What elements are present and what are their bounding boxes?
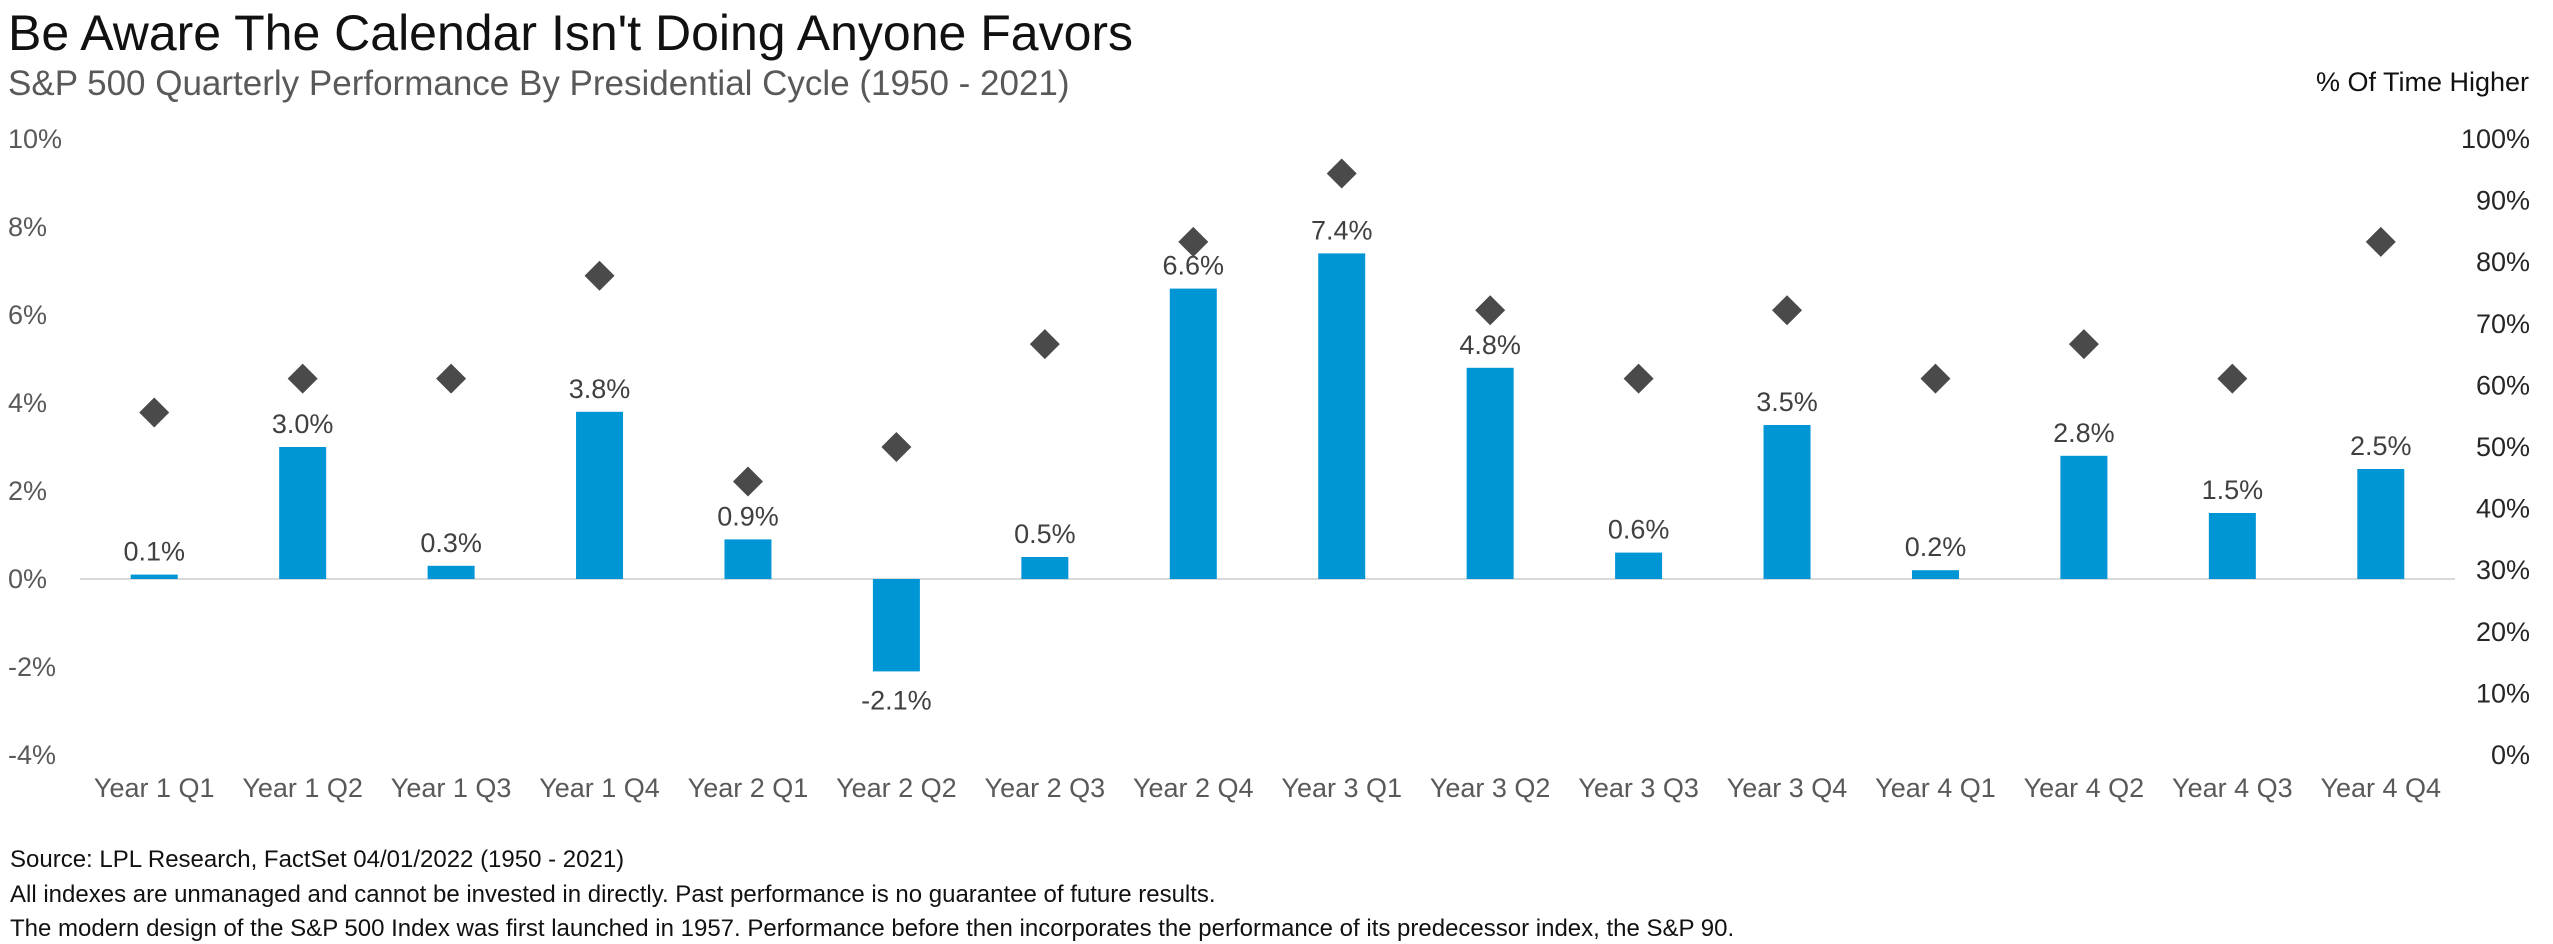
x-axis-tick-label: Year 1 Q3 xyxy=(391,773,512,803)
bar xyxy=(1763,425,1811,579)
bar xyxy=(2357,469,2405,579)
right-axis-tick-label: 40% xyxy=(2476,494,2530,524)
left-axis-tick-label: 0% xyxy=(8,564,47,594)
diamond-marker xyxy=(2068,329,2099,360)
diamond-marker xyxy=(436,363,467,394)
x-axis-tick-label: Year 1 Q2 xyxy=(242,773,363,803)
diamond-marker xyxy=(584,260,615,291)
bar-data-label: 3.5% xyxy=(1756,387,1818,417)
footer-disclaimer: All indexes are unmanaged and cannot be … xyxy=(10,881,1216,908)
left-axis-tick-label: -2% xyxy=(8,652,56,682)
bar-data-label: 0.3% xyxy=(420,528,482,558)
footer-source: Source: LPL Research, FactSet 04/01/2022… xyxy=(10,846,625,873)
bar xyxy=(872,579,920,672)
chart-subtitle: S&P 500 Quarterly Performance By Preside… xyxy=(8,64,1070,103)
left-axis-tick-label: 8% xyxy=(8,212,47,242)
bar xyxy=(1615,552,1663,579)
x-axis-tick-label: Year 2 Q4 xyxy=(1133,773,1254,803)
bar xyxy=(2208,513,2256,579)
bar xyxy=(2060,455,2108,579)
bar-data-label: 3.0% xyxy=(272,409,334,439)
x-axis-tick-label: Year 3 Q3 xyxy=(1578,773,1699,803)
right-axis-tick-label: 80% xyxy=(2476,247,2530,277)
x-axis-tick-label: Year 2 Q3 xyxy=(985,773,1106,803)
right-axis-tick-label: 90% xyxy=(2476,186,2530,216)
left-axis-tick-label: 10% xyxy=(8,124,62,154)
bar-data-label: 0.1% xyxy=(123,537,185,567)
diamond-marker xyxy=(1475,295,1506,326)
diamond-marker xyxy=(1326,158,1357,189)
bar xyxy=(1169,288,1217,579)
diamond-marker xyxy=(1623,363,1654,394)
bar xyxy=(130,574,178,579)
diamond-marker xyxy=(139,397,170,428)
right-axis-tick-label: 30% xyxy=(2476,555,2530,585)
bar-data-label: -2.1% xyxy=(861,685,932,715)
right-axis-tick-label: 20% xyxy=(2476,617,2530,647)
bar xyxy=(1466,367,1514,579)
footer-note: The modern design of the S&P 500 Index w… xyxy=(10,915,1735,942)
bar xyxy=(427,565,475,579)
x-axis-tick-label: Year 1 Q4 xyxy=(539,773,660,803)
x-axis-tick-label: Year 2 Q2 xyxy=(836,773,957,803)
right-axis-tick-label: 10% xyxy=(2476,678,2530,708)
diamond-marker xyxy=(2217,363,2248,394)
chart-plot: -4% -2% 0% 2% 4% 6% 8% 10% 0% 10% 20% 30% 40% 50% 60% 7… xyxy=(8,124,2530,803)
x-axis-tick-label: Year 1 Q1 xyxy=(94,773,215,803)
x-axis-tick-label: Year 3 Q4 xyxy=(1727,773,1848,803)
left-axis-tick-label: -4% xyxy=(8,740,56,770)
bar-data-label: 2.8% xyxy=(2053,418,2115,448)
diamond-marker xyxy=(2365,226,2396,257)
chart-title: Be Aware The Calendar Isn't Doing Anyone… xyxy=(8,5,1134,61)
right-axis-tick-label: 70% xyxy=(2476,309,2530,339)
bar-data-label: 0.9% xyxy=(717,501,779,531)
bar xyxy=(1021,557,1069,579)
left-axis-tick-label: 2% xyxy=(8,476,47,506)
bar-data-label: 0.5% xyxy=(1014,519,1076,549)
x-axis-tick-label: Year 2 Q1 xyxy=(688,773,809,803)
diamond-marker xyxy=(1772,295,1803,326)
left-axis-tick-label: 6% xyxy=(8,300,47,330)
x-axis-tick-label: Year 4 Q3 xyxy=(2172,773,2293,803)
x-axis-tick-label: Year 4 Q1 xyxy=(1875,773,1996,803)
right-axis-tick-label: 50% xyxy=(2476,432,2530,462)
diamond-marker xyxy=(881,432,912,462)
bar-data-label: 3.8% xyxy=(569,374,631,404)
x-axis-tick-label: Year 4 Q2 xyxy=(2024,773,2145,803)
diamond-marker xyxy=(287,363,318,394)
x-axis-tick-label: Year 4 Q4 xyxy=(2320,773,2441,803)
bar-data-label: 1.5% xyxy=(2202,475,2264,505)
diamond-marker xyxy=(1178,226,1209,257)
left-axis-tick-label: 4% xyxy=(8,388,47,418)
bar-data-label: 0.2% xyxy=(1905,532,1967,562)
diamond-marker xyxy=(1920,363,1951,394)
bar xyxy=(576,411,624,579)
right-axis-tick-label: 0% xyxy=(2491,740,2530,770)
bar-data-label: 7.4% xyxy=(1311,215,1373,245)
bar xyxy=(279,447,327,579)
x-axis-tick-label: Year 3 Q2 xyxy=(1430,773,1551,803)
x-axis-tick-label: Year 3 Q1 xyxy=(1281,773,1402,803)
bar-data-label: 0.6% xyxy=(1608,515,1670,545)
right-axis-title: % Of Time Higher xyxy=(2315,67,2529,97)
bar-data-label: 4.8% xyxy=(1459,330,1521,360)
diamond-marker xyxy=(732,466,763,497)
bar xyxy=(1911,570,1959,579)
diamond-marker xyxy=(1029,329,1060,360)
right-axis-tick-label: 100% xyxy=(2461,124,2530,154)
right-axis-tick-label: 60% xyxy=(2476,370,2530,400)
bar xyxy=(724,539,772,579)
bar-data-label: 2.5% xyxy=(2350,431,2412,461)
bar xyxy=(1318,253,1366,579)
